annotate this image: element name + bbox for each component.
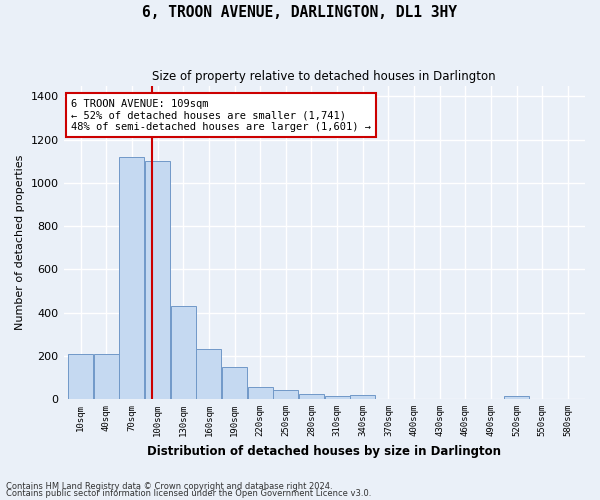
Bar bbox=[68, 354, 93, 399]
Bar bbox=[94, 354, 119, 399]
X-axis label: Distribution of detached houses by size in Darlington: Distribution of detached houses by size … bbox=[147, 444, 501, 458]
Bar bbox=[350, 394, 376, 399]
Text: 6 TROON AVENUE: 109sqm
← 52% of detached houses are smaller (1,741)
48% of semi-: 6 TROON AVENUE: 109sqm ← 52% of detached… bbox=[71, 98, 371, 132]
Text: Contains HM Land Registry data © Crown copyright and database right 2024.: Contains HM Land Registry data © Crown c… bbox=[6, 482, 332, 491]
Bar bbox=[299, 394, 324, 399]
Bar bbox=[504, 396, 529, 399]
Bar bbox=[325, 396, 350, 399]
Text: 6, TROON AVENUE, DARLINGTON, DL1 3HY: 6, TROON AVENUE, DARLINGTON, DL1 3HY bbox=[143, 5, 458, 20]
Bar bbox=[248, 387, 273, 399]
Text: Contains public sector information licensed under the Open Government Licence v3: Contains public sector information licen… bbox=[6, 489, 371, 498]
Bar bbox=[196, 350, 221, 399]
Bar bbox=[145, 161, 170, 399]
Title: Size of property relative to detached houses in Darlington: Size of property relative to detached ho… bbox=[152, 70, 496, 83]
Y-axis label: Number of detached properties: Number of detached properties bbox=[15, 154, 25, 330]
Bar bbox=[119, 157, 145, 399]
Bar bbox=[170, 306, 196, 399]
Bar bbox=[222, 366, 247, 399]
Bar bbox=[273, 390, 298, 399]
